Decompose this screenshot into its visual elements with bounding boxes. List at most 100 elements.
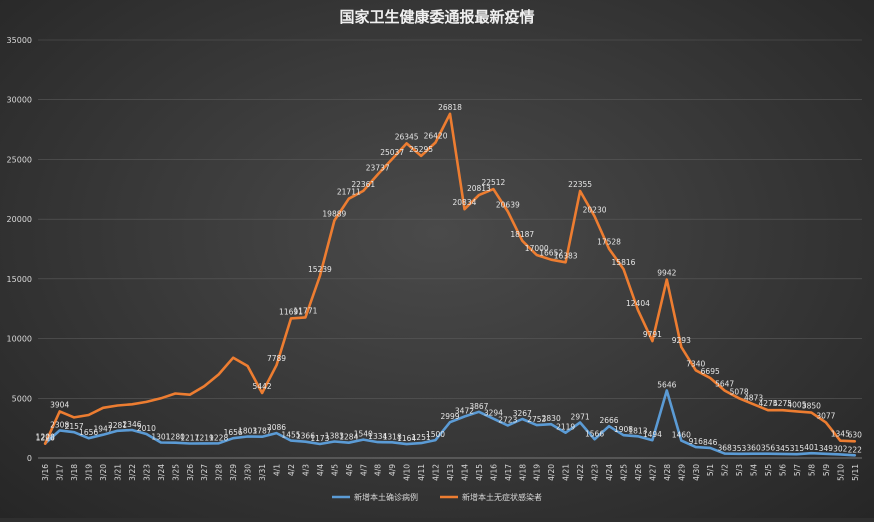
data-label: 26420 <box>424 131 448 140</box>
data-label: 3294 <box>484 409 503 418</box>
data-label: 5078 <box>730 387 749 396</box>
data-label: 2086 <box>267 423 286 432</box>
data-label: 1813 <box>628 426 647 435</box>
data-label: 2346 <box>122 420 141 429</box>
data-label: 26345 <box>395 132 419 141</box>
x-tick-label: 4/18 <box>518 464 527 481</box>
data-label: 2281 <box>108 421 127 430</box>
data-label: 3267 <box>513 409 532 418</box>
data-label: 26818 <box>438 103 462 112</box>
x-tick-label: 4/15 <box>475 464 484 481</box>
data-label: 630 <box>848 430 863 439</box>
data-label: 1284 <box>339 433 358 442</box>
legend-label: 新增本土无症状感染者 <box>462 492 542 502</box>
x-tick-label: 3/17 <box>56 464 65 481</box>
data-label: 345 <box>775 444 790 453</box>
data-label: 1540 <box>354 430 373 439</box>
data-label: 1280 <box>166 433 185 442</box>
data-label: 5646 <box>657 380 676 389</box>
x-tick-label: 4/19 <box>533 464 542 481</box>
data-label: 2999 <box>440 412 459 421</box>
data-label: 6695 <box>701 367 720 376</box>
x-tick-label: 5/10 <box>836 464 845 481</box>
data-label: 3904 <box>50 400 69 409</box>
x-tick-label: 4/5 <box>330 464 339 476</box>
data-label: 11771 <box>294 306 318 315</box>
data-label: 3867 <box>469 402 488 411</box>
data-label: 3850 <box>802 402 821 411</box>
x-tick-label: 5/4 <box>750 464 759 476</box>
x-tick-label: 4/8 <box>374 464 383 476</box>
data-label: 1173 <box>310 434 329 443</box>
data-label: 17528 <box>597 238 621 247</box>
data-label: 1500 <box>426 430 445 439</box>
x-tick-label: 4/28 <box>663 464 672 481</box>
y-tick-label: 15000 <box>7 275 32 284</box>
legend-label: 新增本土确诊病例 <box>354 492 418 502</box>
data-label: 401 <box>804 443 819 452</box>
x-tick-label: 4/23 <box>591 464 600 481</box>
x-tick-label: 4/6 <box>345 464 354 476</box>
data-label: 17000 <box>525 244 549 253</box>
data-label: 1656 <box>79 428 98 437</box>
data-label: 315 <box>790 444 805 453</box>
data-label: 2157 <box>65 422 84 431</box>
legend: 新增本土确诊病例 新增本土无症状感染者 <box>332 492 542 502</box>
data-label: 1455 <box>281 431 300 440</box>
data-label: 1787 <box>253 427 272 436</box>
data-label: 5647 <box>715 380 734 389</box>
series-layer <box>43 112 857 457</box>
data-label: 7340 <box>686 359 705 368</box>
x-tick-label: 3/23 <box>142 464 151 481</box>
data-label: 1251 <box>412 433 431 442</box>
x-tick-label: 5/3 <box>735 464 744 476</box>
x-tick-label: 5/11 <box>851 464 860 481</box>
data-label: 1803 <box>238 426 257 435</box>
data-label: 1200 <box>36 433 55 442</box>
y-tick-label: 25000 <box>7 155 32 164</box>
data-label: 2010 <box>137 424 156 433</box>
data-label: 9791 <box>643 330 662 339</box>
data-label: 1908 <box>614 425 633 434</box>
data-label: 4873 <box>744 393 763 402</box>
x-tick-label: 3/22 <box>128 464 137 481</box>
data-label: 222 <box>848 445 863 454</box>
series-line-1 <box>43 112 857 446</box>
data-label: 2830 <box>542 414 561 423</box>
x-tick-label: 4/3 <box>301 464 310 476</box>
data-label: 2753 <box>527 415 546 424</box>
x-tick-label: 4/7 <box>359 464 368 476</box>
chart-title: 国家卫生健康委通报最新疫情 <box>339 8 534 26</box>
y-axis: 0 5000 10000 15000 20000 25000 30000 35000 <box>7 36 32 463</box>
data-label: 1228 <box>209 433 228 442</box>
data-label: 9293 <box>672 336 691 345</box>
data-label: 2308 <box>50 420 69 429</box>
y-tick-label: 30000 <box>7 96 32 105</box>
x-axis: 3/16 3/17 3/18 3/19 3/20 3/21 3/22 3/23 3/24 3/25… <box>38 457 862 481</box>
data-label: 1318 <box>383 432 402 441</box>
x-tick-label: 4/14 <box>460 464 469 481</box>
x-tick-label: 3/18 <box>70 464 79 481</box>
x-tick-label: 3/28 <box>215 464 224 481</box>
data-label: 20230 <box>583 205 607 214</box>
data-labels: 1226230821571656194722812346201013011280… <box>36 103 862 455</box>
data-label: 4275 <box>758 399 777 408</box>
data-label: 22355 <box>568 180 592 189</box>
data-label: 2666 <box>599 416 618 425</box>
data-label: 21711 <box>337 188 361 197</box>
grid-layer <box>38 39 862 459</box>
data-label: 19889 <box>322 209 346 218</box>
data-label: 4005 <box>787 400 806 409</box>
x-tick-label: 5/1 <box>706 464 715 476</box>
x-tick-label: 4/1 <box>273 464 282 476</box>
x-tick-label: 4/10 <box>403 464 412 481</box>
data-label: 1301 <box>151 432 170 441</box>
data-label: 22361 <box>351 180 375 189</box>
x-tick-label: 3/25 <box>171 464 180 481</box>
data-label: 20639 <box>496 201 520 210</box>
x-tick-label: 4/22 <box>576 464 585 481</box>
y-tick-label: 5000 <box>12 394 32 403</box>
data-label: 25295 <box>409 145 433 154</box>
x-tick-label: 5/7 <box>793 464 802 476</box>
